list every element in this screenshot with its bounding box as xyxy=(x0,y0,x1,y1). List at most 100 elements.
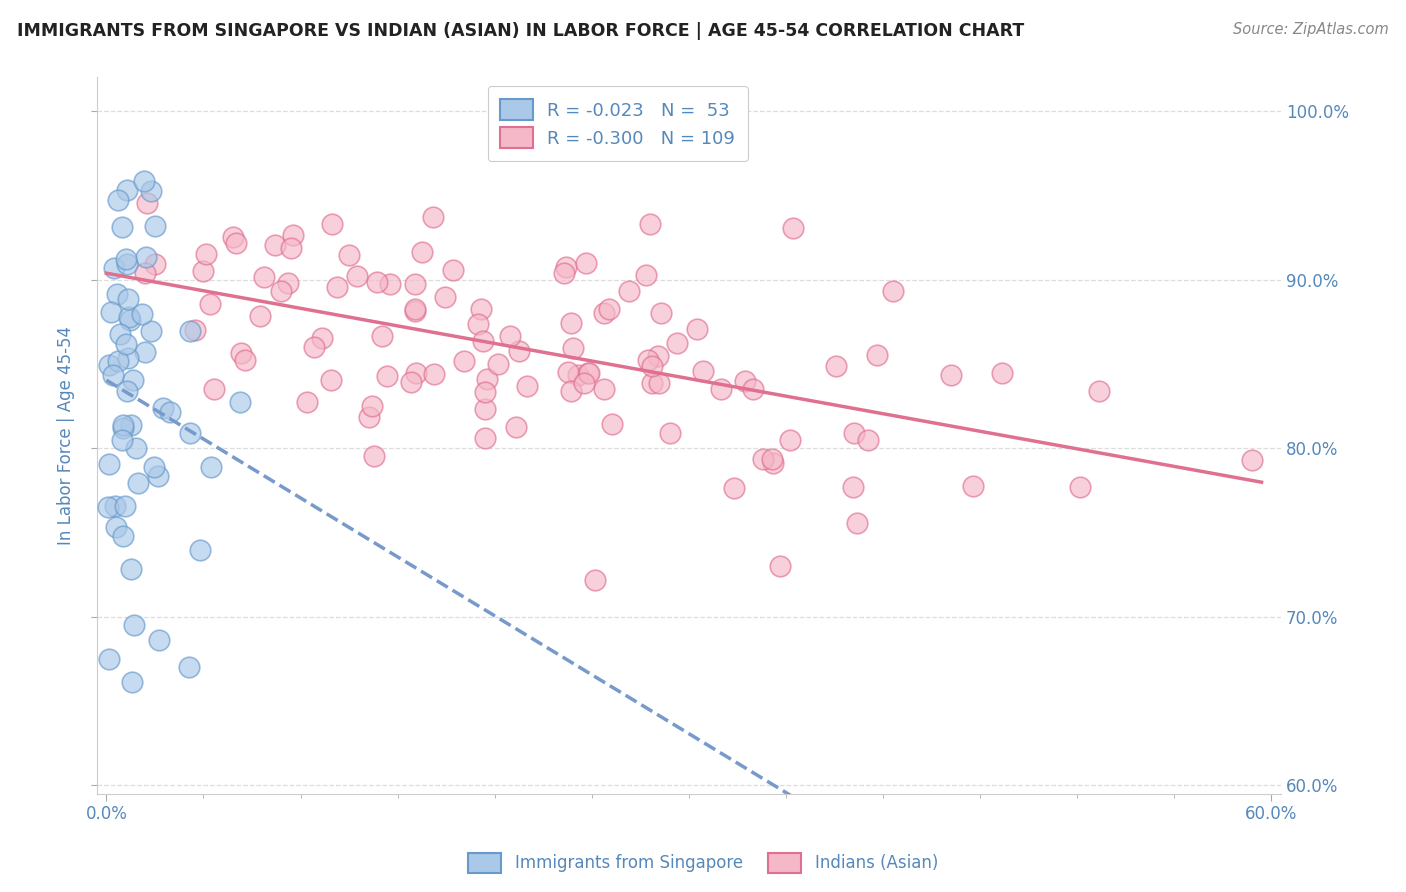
Point xyxy=(326,280,349,294)
Point xyxy=(441,262,464,277)
Point xyxy=(131,307,153,321)
Point xyxy=(692,364,714,378)
Point xyxy=(122,618,145,632)
Point xyxy=(125,442,148,456)
Point xyxy=(111,529,134,543)
Point xyxy=(474,385,496,400)
Point xyxy=(647,376,669,391)
Point xyxy=(359,410,381,425)
Point xyxy=(114,500,136,514)
Point xyxy=(734,374,756,388)
Point xyxy=(475,371,498,385)
Point xyxy=(762,456,785,470)
Point xyxy=(142,460,165,475)
Point xyxy=(723,481,745,495)
Point xyxy=(141,184,163,198)
Point xyxy=(640,218,662,232)
Point xyxy=(319,373,342,387)
Point xyxy=(593,306,616,320)
Point xyxy=(405,366,427,380)
Point xyxy=(134,266,156,280)
Point xyxy=(505,419,527,434)
Point xyxy=(135,196,157,211)
Point xyxy=(98,652,121,666)
Point xyxy=(263,237,285,252)
Point xyxy=(107,193,129,207)
Point xyxy=(179,659,201,673)
Point xyxy=(143,219,166,234)
Point xyxy=(433,290,456,304)
Text: IMMIGRANTS FROM SINGAPORE VS INDIAN (ASIAN) IN LABOR FORCE | AGE 45-54 CORRELATI: IMMIGRANTS FROM SINGAPORE VS INDIAN (ASI… xyxy=(17,22,1024,40)
Point xyxy=(741,382,763,396)
Point xyxy=(453,353,475,368)
Point xyxy=(139,324,162,338)
Point xyxy=(422,367,444,381)
Point xyxy=(845,516,868,531)
Point xyxy=(665,335,688,350)
Point xyxy=(593,382,616,396)
Point xyxy=(641,376,664,390)
Point xyxy=(575,256,598,270)
Point xyxy=(508,344,530,359)
Point xyxy=(844,425,866,440)
Point xyxy=(422,210,444,224)
Point xyxy=(516,379,538,393)
Point xyxy=(277,276,299,290)
Point xyxy=(229,346,252,360)
Point xyxy=(560,316,582,330)
Point xyxy=(366,276,388,290)
Point xyxy=(103,368,125,382)
Point xyxy=(553,266,575,280)
Point xyxy=(302,340,325,354)
Point xyxy=(121,675,143,690)
Point xyxy=(825,359,848,374)
Y-axis label: In Labor Force | Age 45-54: In Labor Force | Age 45-54 xyxy=(58,326,75,545)
Point xyxy=(198,297,221,311)
Point xyxy=(641,359,664,373)
Point xyxy=(752,451,775,466)
Point xyxy=(486,357,509,371)
Point xyxy=(191,264,214,278)
Point xyxy=(470,301,492,316)
Point xyxy=(152,401,174,415)
Point xyxy=(225,235,247,250)
Point xyxy=(114,252,136,266)
Point xyxy=(115,336,138,351)
Point xyxy=(115,183,138,197)
Point xyxy=(148,633,170,648)
Point xyxy=(598,301,620,316)
Point xyxy=(600,417,623,432)
Point xyxy=(583,573,606,587)
Point xyxy=(188,542,211,557)
Point xyxy=(617,284,640,298)
Point xyxy=(866,348,889,362)
Point xyxy=(122,373,145,387)
Point xyxy=(686,322,709,336)
Point xyxy=(202,382,225,396)
Point xyxy=(375,368,398,383)
Point xyxy=(560,384,582,398)
Point xyxy=(134,345,156,359)
Point xyxy=(295,394,318,409)
Point xyxy=(411,245,433,260)
Point xyxy=(578,366,600,380)
Point xyxy=(939,368,962,383)
Legend: R = -0.023   N =  53, R = -0.300   N = 109: R = -0.023 N = 53, R = -0.300 N = 109 xyxy=(488,87,748,161)
Point xyxy=(104,520,127,534)
Point xyxy=(98,358,121,372)
Point xyxy=(120,417,142,432)
Point xyxy=(474,402,496,417)
Point xyxy=(779,433,801,447)
Point xyxy=(562,341,585,355)
Point xyxy=(404,277,426,291)
Point xyxy=(112,421,135,435)
Point xyxy=(118,310,141,325)
Point xyxy=(962,479,984,493)
Point xyxy=(179,324,201,338)
Point xyxy=(842,480,865,494)
Point xyxy=(107,353,129,368)
Point xyxy=(856,433,879,447)
Point xyxy=(650,305,672,319)
Point xyxy=(222,230,245,244)
Point xyxy=(337,248,360,262)
